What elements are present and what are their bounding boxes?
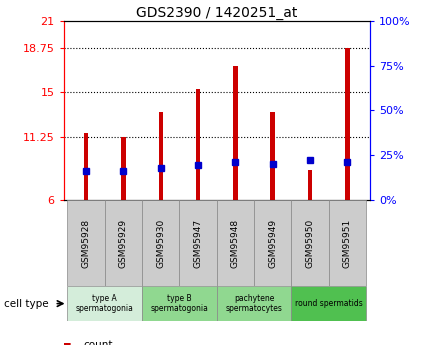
Bar <box>159 111 163 200</box>
Text: GSM95928: GSM95928 <box>82 219 91 268</box>
Text: GSM95949: GSM95949 <box>268 219 277 268</box>
Bar <box>68 286 142 321</box>
Bar <box>217 200 254 286</box>
Text: type A
spermatogonia: type A spermatogonia <box>76 294 134 313</box>
Text: pachytene
spermatocytes: pachytene spermatocytes <box>226 294 283 313</box>
Text: GSM95951: GSM95951 <box>343 219 352 268</box>
Bar <box>292 286 366 321</box>
Bar <box>329 200 366 286</box>
Bar <box>179 200 217 286</box>
Bar <box>84 133 88 200</box>
Text: ■: ■ <box>64 340 77 345</box>
Bar <box>292 200 329 286</box>
Title: GDS2390 / 1420251_at: GDS2390 / 1420251_at <box>136 6 298 20</box>
Text: round spermatids: round spermatids <box>295 299 363 308</box>
Bar <box>105 200 142 286</box>
Bar <box>196 89 200 200</box>
Text: count: count <box>83 340 112 345</box>
Text: GSM95929: GSM95929 <box>119 219 128 268</box>
Bar <box>270 111 275 200</box>
Bar <box>254 200 292 286</box>
Text: cell type: cell type <box>4 299 49 308</box>
Bar <box>142 286 217 321</box>
Text: GSM95948: GSM95948 <box>231 219 240 268</box>
Bar <box>68 200 105 286</box>
Bar <box>217 286 292 321</box>
Bar <box>121 137 126 200</box>
Bar <box>308 170 312 200</box>
Bar <box>233 66 238 200</box>
Text: type B
spermatogonia: type B spermatogonia <box>150 294 208 313</box>
Bar <box>142 200 179 286</box>
Bar <box>345 48 350 200</box>
Text: GSM95930: GSM95930 <box>156 219 165 268</box>
Text: GSM95950: GSM95950 <box>306 219 314 268</box>
Text: GSM95947: GSM95947 <box>194 219 203 268</box>
